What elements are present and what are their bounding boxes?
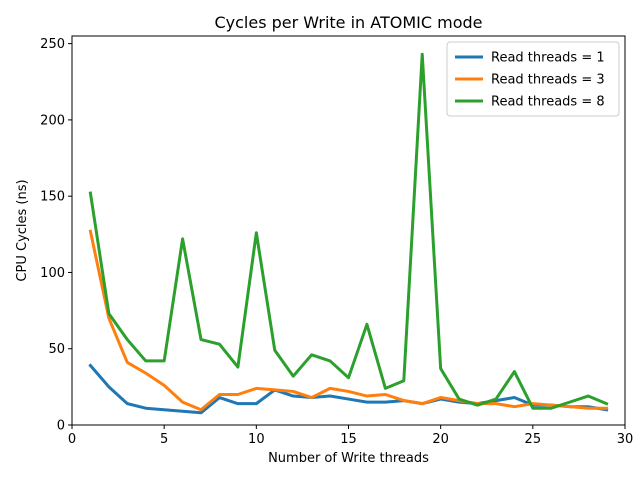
y-tick-label: 100 bbox=[40, 266, 65, 281]
x-tick-label: 10 bbox=[248, 432, 265, 447]
y-tick-label: 150 bbox=[40, 190, 65, 205]
legend-label-2: Read threads = 3 bbox=[491, 73, 605, 88]
legend-label-1: Read threads = 1 bbox=[491, 51, 605, 66]
x-axis-label: Number of Write threads bbox=[268, 451, 429, 466]
y-axis-ticks: 0 50 100 150 200 250 bbox=[40, 37, 72, 434]
y-tick-label: 250 bbox=[40, 37, 65, 52]
x-tick-label: 30 bbox=[617, 432, 634, 447]
series-line-3 bbox=[88, 52, 609, 410]
x-tick-label: 0 bbox=[68, 432, 76, 447]
x-tick-label: 20 bbox=[432, 432, 449, 447]
chart-title: Cycles per Write in ATOMIC mode bbox=[214, 13, 482, 32]
x-tick-label: 25 bbox=[525, 432, 542, 447]
series-layer bbox=[88, 52, 609, 415]
legend-label-3: Read threads = 8 bbox=[491, 95, 605, 110]
series-line-1 bbox=[88, 363, 609, 415]
x-axis-ticks: 0 5 10 15 20 25 30 bbox=[68, 425, 633, 447]
y-tick-label: 50 bbox=[48, 342, 65, 357]
x-tick-label: 15 bbox=[340, 432, 357, 447]
y-tick-label: 200 bbox=[40, 113, 65, 128]
y-axis-label: CPU Cycles (ns) bbox=[15, 179, 30, 281]
y-tick-label: 0 bbox=[57, 419, 65, 434]
series-line-2 bbox=[88, 229, 609, 412]
legend-box bbox=[446, 41, 620, 117]
legend: Read threads = 1 Read threads = 3 Read thr… bbox=[446, 41, 620, 117]
x-tick-label: 5 bbox=[160, 432, 168, 447]
